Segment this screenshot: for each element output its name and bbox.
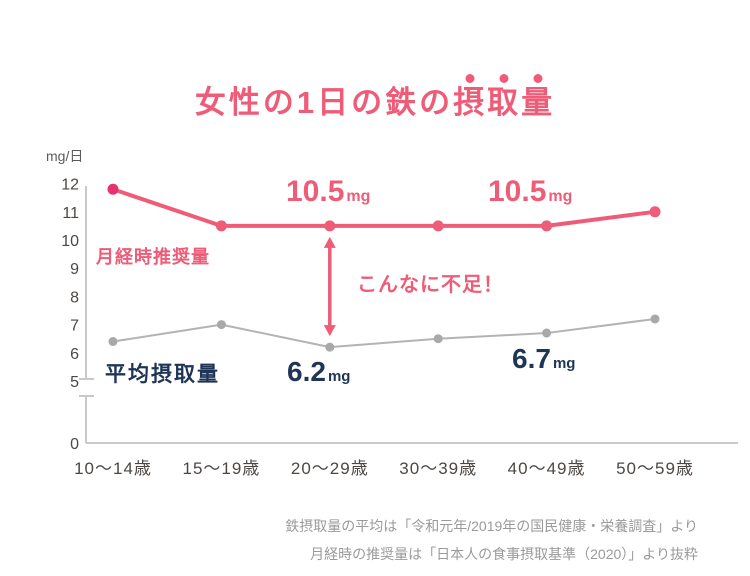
y-tick-label: 0 bbox=[70, 436, 79, 453]
average-value-mid-unit: mg bbox=[552, 355, 576, 372]
recommended-value-1-number: 10.5 bbox=[286, 175, 345, 208]
x-tick-label: 10〜14歳 bbox=[74, 459, 152, 478]
average-value-label-mid: 6.7 mg bbox=[512, 343, 575, 375]
average-value-label-low: 6.2 mg bbox=[287, 356, 350, 388]
average-point-2 bbox=[325, 342, 335, 352]
y-tick-label: 10 bbox=[61, 233, 79, 250]
y-tick-label: 6 bbox=[70, 346, 79, 363]
source-footnote-line2: 月経時の推奨量は「日本人の食事摂取基準（2020）」より抜粋 bbox=[310, 546, 698, 562]
shortage-note: こんなに不足！ bbox=[357, 274, 504, 296]
average-point-5 bbox=[650, 314, 660, 324]
average-value-low-number: 6.2 bbox=[287, 356, 326, 387]
recommended-point-0 bbox=[107, 183, 119, 195]
chart-title-emphasis: 摂取量 bbox=[453, 85, 555, 120]
x-tick-label: 50〜59歳 bbox=[616, 459, 694, 478]
recommended-value-1-unit: mg bbox=[346, 188, 371, 205]
y-tick-label: 7 bbox=[70, 318, 79, 335]
average-value-mid-number: 6.7 bbox=[512, 343, 551, 374]
recommended-point-5 bbox=[649, 206, 661, 218]
gap-arrow-head-down bbox=[323, 325, 336, 337]
y-tick-label: 11 bbox=[62, 205, 79, 222]
series-label-average: 平均摂取量 bbox=[105, 363, 220, 386]
title-emphasis-char: 摂 bbox=[453, 85, 488, 120]
recommended-value-label-2: 10.5 mg bbox=[488, 175, 572, 209]
x-tick-label: 20〜29歳 bbox=[291, 459, 369, 478]
average-point-0 bbox=[108, 337, 118, 347]
chart-title-main: 女性の1日の鉄の bbox=[194, 85, 454, 120]
recommended-point-4 bbox=[541, 220, 553, 232]
recommended-value-label-1: 10.5 mg bbox=[286, 175, 370, 209]
x-tick-label: 30〜39歳 bbox=[399, 459, 477, 478]
chart-title: 女性の1日の鉄の摂取量 bbox=[0, 85, 750, 120]
x-tick-label: 40〜49歳 bbox=[508, 459, 586, 478]
recommended-point-1 bbox=[215, 220, 227, 232]
recommended-value-2-number: 10.5 bbox=[488, 175, 547, 208]
average-line bbox=[112, 317, 656, 349]
y-tick-label: 12 bbox=[61, 177, 79, 194]
y-tick-label: 5 bbox=[70, 374, 79, 391]
source-footnote-line1: 鉄摂取量の平均は「令和元年/2019年の国民健康・栄養調査」より bbox=[285, 518, 698, 534]
source-footnote: 鉄摂取量の平均は「令和元年/2019年の国民健康・栄養調査」より 月経時の推奨量… bbox=[285, 512, 698, 568]
series-label-recommended: 月経時推奨量 bbox=[96, 247, 210, 267]
average-point-3 bbox=[433, 334, 443, 344]
recommended-point-2 bbox=[324, 220, 336, 232]
x-tick-label: 15〜19歳 bbox=[182, 459, 260, 478]
y-axis-unit-label: mg/日 bbox=[46, 148, 84, 164]
y-tick-label: 9 bbox=[70, 261, 79, 278]
average-value-low-unit: mg bbox=[327, 368, 351, 385]
average-point-4 bbox=[542, 328, 552, 338]
recommended-line bbox=[111, 187, 657, 228]
recommended-point-3 bbox=[432, 220, 444, 232]
gap-arrow-head-up bbox=[323, 236, 336, 248]
title-emphasis-char: 量 bbox=[521, 85, 556, 120]
average-point-1 bbox=[216, 320, 226, 330]
y-tick-label: 8 bbox=[70, 289, 79, 306]
recommended-value-2-unit: mg bbox=[548, 188, 573, 205]
title-emphasis-char: 取 bbox=[487, 85, 522, 120]
